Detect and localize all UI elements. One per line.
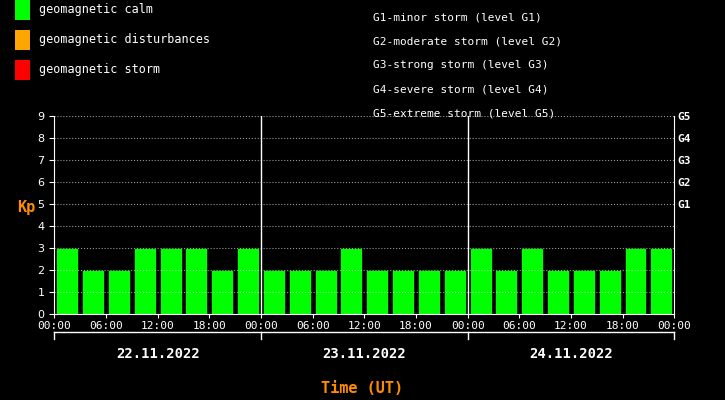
Text: G3-strong storm (level G3): G3-strong storm (level G3) — [373, 60, 549, 70]
Bar — [341, 248, 362, 314]
Bar — [573, 270, 594, 314]
Bar — [289, 270, 311, 314]
Y-axis label: Kp: Kp — [17, 200, 36, 215]
Bar — [108, 270, 130, 314]
Bar — [599, 270, 621, 314]
Text: G5-extreme storm (level G5): G5-extreme storm (level G5) — [373, 108, 555, 118]
Bar — [82, 270, 104, 314]
Bar — [315, 270, 336, 314]
Text: 24.11.2022: 24.11.2022 — [529, 347, 613, 361]
Bar — [160, 248, 181, 314]
Text: G2-moderate storm (level G2): G2-moderate storm (level G2) — [373, 36, 563, 46]
Bar — [211, 270, 233, 314]
Text: G4-severe storm (level G4): G4-severe storm (level G4) — [373, 84, 549, 94]
Bar — [495, 270, 518, 314]
Text: Time (UT): Time (UT) — [321, 381, 404, 396]
Text: geomagnetic calm: geomagnetic calm — [39, 4, 153, 16]
Text: 22.11.2022: 22.11.2022 — [116, 347, 199, 361]
Bar — [186, 248, 207, 314]
Bar — [392, 270, 414, 314]
Bar — [624, 248, 647, 314]
Bar — [650, 248, 672, 314]
Text: geomagnetic storm: geomagnetic storm — [39, 64, 160, 76]
Bar — [57, 248, 78, 314]
Bar — [444, 270, 465, 314]
Bar — [237, 248, 259, 314]
Text: G1-minor storm (level G1): G1-minor storm (level G1) — [373, 12, 542, 22]
Bar — [263, 270, 285, 314]
Bar — [547, 270, 569, 314]
Text: 23.11.2022: 23.11.2022 — [323, 347, 406, 361]
Bar — [366, 270, 388, 314]
Bar — [418, 270, 440, 314]
Bar — [521, 248, 543, 314]
Bar — [134, 248, 156, 314]
Text: geomagnetic disturbances: geomagnetic disturbances — [39, 34, 210, 46]
Bar — [470, 248, 492, 314]
